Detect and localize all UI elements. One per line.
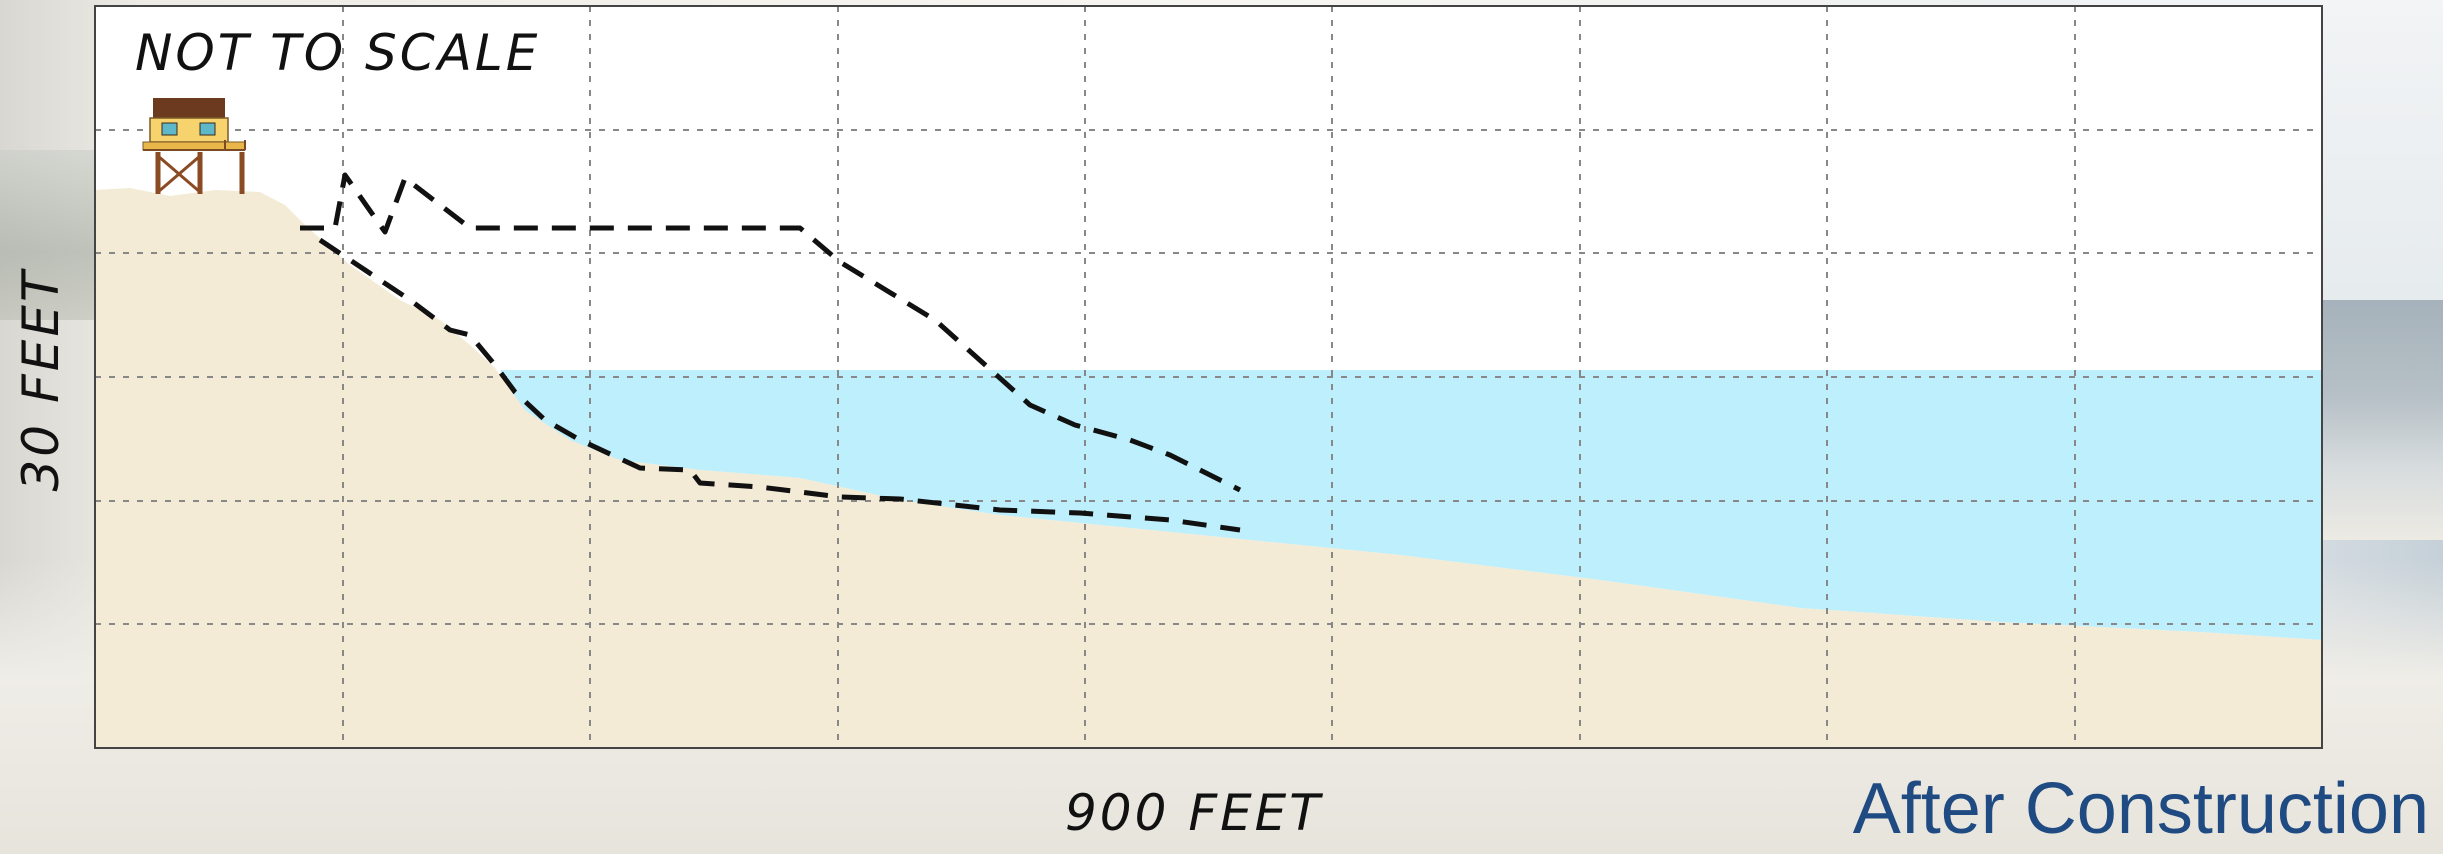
x-axis-label: 900 FEET bbox=[1065, 784, 1323, 842]
page-title: After Construction bbox=[1852, 769, 2429, 849]
water-area bbox=[500, 370, 2322, 640]
background-trees bbox=[0, 150, 95, 320]
y-axis-label: 30 FEET bbox=[12, 268, 70, 491]
beach-house-on-stilts-icon bbox=[142, 98, 246, 194]
grid-lines bbox=[95, 6, 2322, 748]
profile-line-existing bbox=[318, 237, 1241, 533]
sand-area bbox=[95, 188, 2322, 748]
profile-line-after-construction bbox=[300, 172, 1242, 493]
plot-border bbox=[94, 5, 2323, 749]
scale-note: NOT TO SCALE bbox=[135, 24, 540, 82]
